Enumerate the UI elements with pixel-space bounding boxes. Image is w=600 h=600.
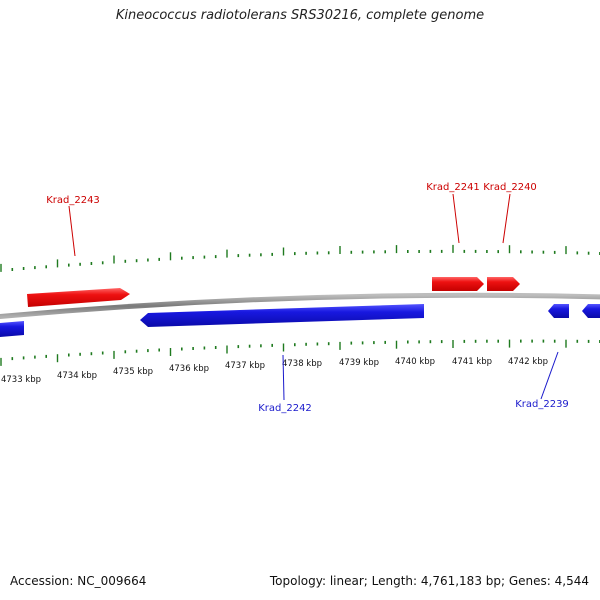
gene-krad-2240[interactable] — [487, 277, 520, 291]
position-axis-labels: 4733 kbp 4734 kbp 4735 kbp 4736 kbp 4737… — [1, 357, 548, 385]
genome-summary-text: Topology: linear; Length: 4,761,183 bp; … — [269, 574, 589, 588]
leader-krad-2243 — [68, 205, 76, 257]
gene-unlabeled-right-2[interactable] — [582, 304, 600, 318]
axis-label-4737: 4737 kbp — [225, 361, 265, 371]
axis-label-4740: 4740 kbp — [395, 357, 435, 367]
gene-krad-2241[interactable] — [432, 277, 484, 291]
leader-krad-2240 — [502, 193, 511, 244]
label-krad-2243[interactable]: Krad_2243 — [46, 195, 100, 206]
gene-labels: Krad_2243 Krad_2241 Krad_2240 Krad_2242 … — [46, 182, 569, 414]
leader-krad-2242 — [282, 354, 285, 401]
label-krad-2242[interactable]: Krad_2242 — [258, 403, 312, 414]
gene-unlabeled-left[interactable] — [0, 321, 24, 337]
axis-label-4733: 4733 kbp — [1, 375, 41, 385]
axis-label-4734: 4734 kbp — [57, 371, 97, 381]
axis-label-4735: 4735 kbp — [113, 367, 153, 377]
gene-unlabeled-right-1[interactable] — [548, 304, 569, 318]
gene-krad-2243[interactable] — [27, 288, 130, 307]
axis-label-4739: 4739 kbp — [339, 358, 379, 368]
label-krad-2240[interactable]: Krad_2240 — [483, 182, 537, 193]
axis-label-4741: 4741 kbp — [452, 357, 492, 367]
accession-text: Accession: NC_009664 — [10, 574, 147, 588]
tick-row-inner — [0, 339, 600, 366]
axis-label-4738: 4738 kbp — [282, 359, 322, 369]
label-krad-2239[interactable]: Krad_2239 — [515, 399, 569, 410]
gene-leader-lines — [68, 193, 559, 401]
map-title: Kineococcus radiotolerans SRS30216, comp… — [115, 8, 485, 23]
reverse-genes — [0, 304, 600, 337]
label-krad-2241[interactable]: Krad_2241 — [426, 182, 480, 193]
tick-row-outer — [0, 244, 600, 272]
axis-label-4736: 4736 kbp — [169, 364, 209, 374]
gene-krad-2242[interactable] — [140, 304, 424, 327]
genome-backbone — [0, 292, 600, 320]
leader-krad-2239 — [540, 351, 559, 400]
axis-label-4742: 4742 kbp — [508, 357, 548, 367]
leader-krad-2241 — [452, 193, 460, 244]
forward-genes — [27, 277, 520, 307]
